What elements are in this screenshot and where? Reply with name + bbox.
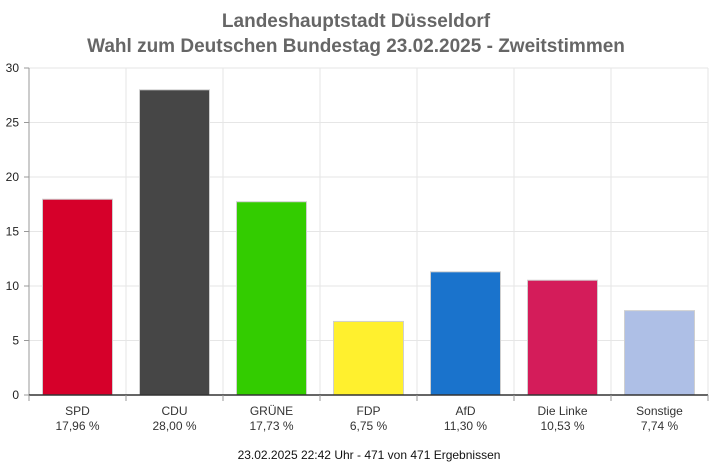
data-label: 11,30 % bbox=[444, 419, 487, 433]
bar-sonstige bbox=[624, 310, 695, 396]
y-tick-label: 10 bbox=[6, 279, 20, 293]
bar-cdu bbox=[139, 89, 210, 396]
data-label: 17,96 % bbox=[55, 419, 99, 433]
data-label: 28,00 % bbox=[152, 419, 196, 433]
bars bbox=[42, 89, 695, 396]
bar-afd bbox=[430, 271, 501, 396]
y-tick-label: 25 bbox=[6, 116, 20, 130]
y-tick-label: 30 bbox=[6, 61, 20, 75]
bar-die-linke bbox=[527, 279, 598, 396]
data-label: 6,75 % bbox=[350, 419, 388, 433]
x-tick-label: AfD bbox=[455, 404, 475, 418]
chart-title: Landeshauptstadt Düsseldorf bbox=[222, 11, 491, 32]
x-tick-label: SPD bbox=[65, 404, 90, 418]
y-tick-label: 5 bbox=[12, 334, 19, 348]
data-label: 7,74 % bbox=[641, 419, 679, 433]
y-tick-label: 20 bbox=[6, 170, 20, 184]
x-tick-label: Sonstige bbox=[636, 404, 683, 418]
chart-footer: 23.02.2025 22:42 Uhr - 471 von 471 Ergeb… bbox=[238, 448, 501, 462]
data-label: 10,53 % bbox=[540, 419, 584, 433]
bar-spd bbox=[42, 198, 113, 396]
x-tick-label: FDP bbox=[357, 404, 381, 418]
x-tick-label: GRÜNE bbox=[250, 404, 293, 418]
y-tick-label: 0 bbox=[12, 388, 19, 402]
y-tick-label: 15 bbox=[6, 225, 20, 239]
bar-gr-ne bbox=[236, 201, 307, 396]
x-tick-label: Die Linke bbox=[537, 404, 587, 418]
y-axis: 0 5 10 15 20 25 30 bbox=[6, 61, 30, 402]
bar-fdp bbox=[333, 320, 404, 396]
data-label: 17,73 % bbox=[249, 419, 293, 433]
x-tick-label: CDU bbox=[162, 404, 188, 418]
chart-subtitle: Wahl zum Deutschen Bundestag 23.02.2025 … bbox=[87, 36, 625, 57]
